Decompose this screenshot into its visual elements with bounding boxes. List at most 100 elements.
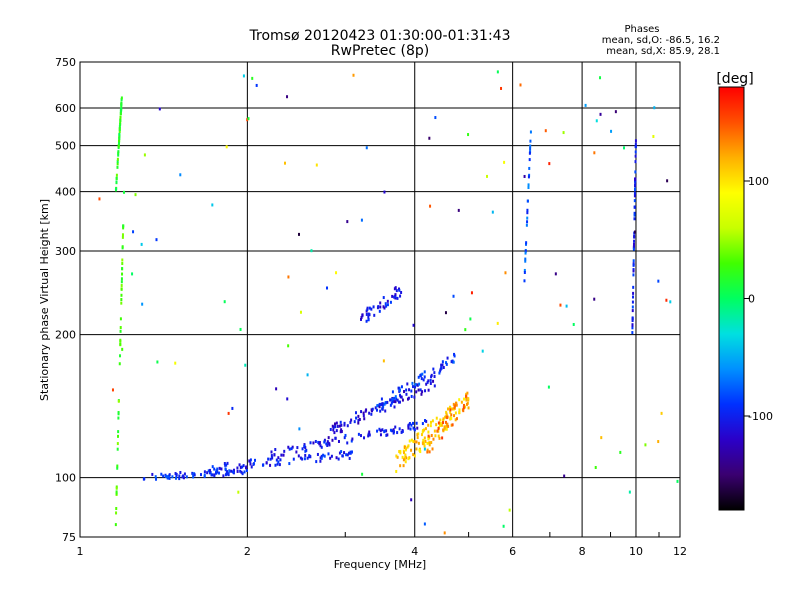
- data-point: [623, 146, 626, 150]
- data-point: [320, 454, 323, 458]
- data-point: [154, 475, 157, 479]
- data-point: [413, 428, 416, 432]
- data-point: [223, 300, 226, 304]
- data-point: [422, 378, 425, 382]
- data-point: [265, 461, 268, 465]
- data-point: [504, 271, 507, 275]
- data-point: [340, 450, 343, 454]
- data-point: [400, 290, 403, 294]
- data-point: [632, 285, 635, 289]
- x-tick-label: 6: [509, 545, 516, 558]
- colorbar-tick-label: 100: [748, 175, 769, 188]
- data-point: [287, 344, 290, 348]
- data-point: [419, 450, 422, 454]
- data-point: [470, 291, 473, 295]
- data-point: [523, 174, 526, 178]
- data-point: [241, 465, 244, 469]
- data-point: [633, 213, 636, 217]
- data-point: [365, 312, 368, 316]
- data-point: [657, 440, 660, 444]
- data-point: [441, 363, 444, 367]
- data-point: [193, 473, 196, 477]
- data-point: [384, 401, 387, 405]
- data-point: [120, 298, 123, 302]
- data-point: [437, 421, 440, 425]
- data-point: [286, 397, 289, 401]
- data-point: [633, 199, 636, 203]
- data-point: [121, 233, 124, 237]
- data-point: [334, 436, 337, 440]
- data-point: [117, 399, 120, 403]
- data-point: [442, 421, 445, 425]
- data-point: [211, 465, 214, 469]
- x-tick-label: 10: [629, 545, 643, 558]
- data-point: [657, 279, 660, 283]
- data-point: [343, 423, 346, 427]
- data-point: [395, 469, 398, 473]
- data-point: [439, 422, 442, 426]
- data-point: [119, 317, 122, 321]
- data-point: [364, 409, 367, 413]
- data-point: [394, 395, 397, 399]
- data-point: [244, 363, 247, 367]
- data-point: [432, 367, 435, 371]
- data-point: [413, 454, 416, 458]
- data-point: [572, 322, 575, 326]
- data-point: [117, 434, 120, 438]
- data-point: [350, 450, 353, 454]
- data-point: [325, 442, 328, 446]
- data-point: [224, 463, 227, 467]
- data-point: [117, 430, 120, 434]
- data-point: [315, 460, 318, 464]
- data-point: [119, 338, 122, 342]
- data-point: [432, 437, 435, 441]
- data-point: [346, 424, 349, 428]
- data-point: [117, 144, 120, 148]
- data-point: [428, 136, 431, 140]
- data-point: [238, 463, 241, 467]
- data-point: [394, 286, 397, 290]
- data-point: [528, 173, 531, 177]
- data-point: [368, 306, 371, 310]
- data-point: [222, 474, 225, 478]
- data-point: [458, 398, 461, 402]
- data-point: [379, 402, 382, 406]
- data-point: [452, 294, 455, 298]
- data-point: [378, 309, 381, 313]
- data-point: [115, 180, 118, 184]
- x-axis-label: Frequency [MHz]: [334, 558, 426, 571]
- data-point: [121, 245, 124, 249]
- data-point: [634, 150, 637, 154]
- data-point: [416, 383, 419, 387]
- data-point: [455, 401, 458, 405]
- data-point: [329, 427, 332, 431]
- data-point: [340, 428, 343, 432]
- colorbar-label: [deg]: [716, 71, 753, 87]
- data-point: [320, 445, 323, 449]
- data-point: [634, 142, 637, 146]
- data-point: [118, 137, 121, 141]
- data-point: [339, 420, 342, 424]
- data-point: [398, 388, 401, 392]
- data-point: [411, 385, 414, 389]
- data-point: [402, 464, 405, 468]
- data-point: [115, 176, 118, 180]
- data-point: [315, 163, 318, 167]
- data-point: [634, 144, 637, 148]
- data-point: [420, 377, 423, 381]
- data-point: [362, 414, 365, 418]
- data-point: [410, 498, 413, 502]
- data-point: [410, 438, 413, 442]
- data-point: [442, 428, 445, 432]
- data-point: [134, 193, 137, 197]
- data-point: [417, 441, 420, 445]
- data-point: [439, 369, 442, 373]
- data-point: [237, 490, 240, 494]
- data-point: [405, 456, 408, 460]
- data-point: [439, 418, 442, 422]
- data-point: [391, 397, 394, 401]
- data-point: [118, 132, 121, 136]
- data-point: [117, 416, 120, 420]
- data-point: [392, 430, 395, 434]
